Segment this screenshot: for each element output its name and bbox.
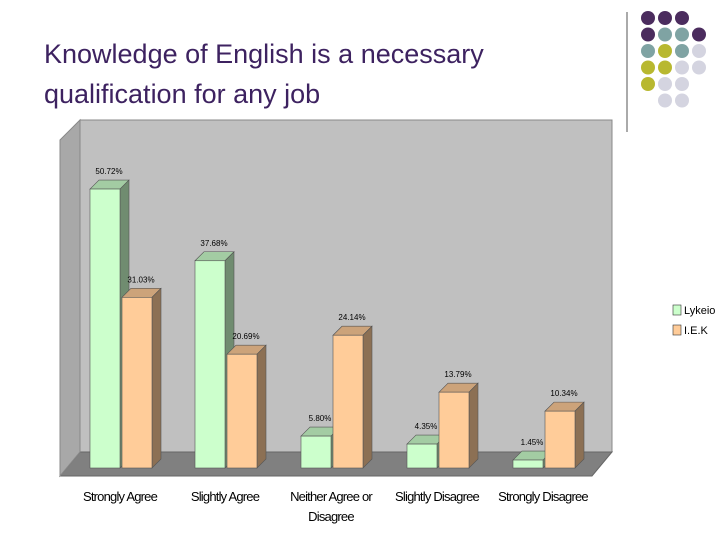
value-label: 4.35% bbox=[415, 422, 438, 431]
value-label: 20.69% bbox=[232, 332, 259, 341]
bar-side bbox=[151, 287, 162, 469]
x-tick-label: Strongly Agree bbox=[82, 489, 158, 504]
x-tick-label: Neither Agree or Disagree bbox=[290, 489, 373, 524]
legend-swatch bbox=[672, 324, 682, 336]
bar-side bbox=[468, 382, 479, 469]
dot bbox=[658, 60, 672, 75]
dot bbox=[692, 44, 706, 58]
dot bbox=[658, 77, 672, 91]
value-label: 31.03% bbox=[127, 275, 154, 284]
x-tick-label: Slightly Agree bbox=[190, 489, 260, 504]
dot bbox=[641, 77, 655, 91]
dot bbox=[641, 44, 655, 58]
bar bbox=[194, 260, 226, 469]
dot bbox=[658, 11, 672, 25]
dot bbox=[658, 27, 672, 42]
decoration bbox=[641, 11, 706, 108]
value-label: 24.14% bbox=[338, 313, 365, 322]
bar-side bbox=[256, 344, 267, 469]
value-label: 37.68% bbox=[200, 239, 227, 248]
dot bbox=[692, 27, 706, 42]
dot bbox=[641, 11, 655, 25]
dot bbox=[658, 93, 672, 108]
bar bbox=[121, 297, 153, 469]
value-label: 5.80% bbox=[309, 414, 332, 423]
value-label: 1.45% bbox=[521, 438, 544, 447]
bar bbox=[89, 188, 121, 469]
bar bbox=[332, 334, 364, 469]
legend-label: I.E.K bbox=[684, 325, 709, 337]
legend-swatch bbox=[672, 304, 682, 316]
bar bbox=[226, 353, 258, 469]
bar-side bbox=[574, 401, 585, 469]
dot bbox=[675, 93, 689, 108]
bar bbox=[300, 435, 332, 469]
dot bbox=[675, 44, 689, 58]
bar bbox=[438, 391, 470, 469]
dot bbox=[675, 11, 689, 25]
x-tick-label: Strongly Disagree bbox=[498, 489, 589, 504]
legend-label: Lykeio bbox=[684, 305, 715, 317]
side-wall bbox=[59, 118, 81, 478]
value-label: 10.34% bbox=[550, 389, 577, 398]
dot bbox=[641, 60, 655, 75]
bar-side bbox=[362, 325, 373, 469]
bar bbox=[544, 410, 576, 469]
value-label: 50.72% bbox=[95, 167, 122, 176]
bar bbox=[406, 443, 438, 469]
dot bbox=[641, 27, 655, 42]
bar bbox=[512, 459, 544, 469]
dot bbox=[658, 44, 672, 58]
value-label: 13.79% bbox=[444, 370, 471, 379]
dot bbox=[675, 27, 689, 42]
dot bbox=[675, 60, 689, 75]
dot bbox=[692, 60, 706, 75]
x-tick-label: Slightly Disagree bbox=[395, 489, 480, 504]
title: Knowledge of English is a necessary qual… bbox=[44, 39, 484, 109]
dot bbox=[675, 77, 689, 91]
